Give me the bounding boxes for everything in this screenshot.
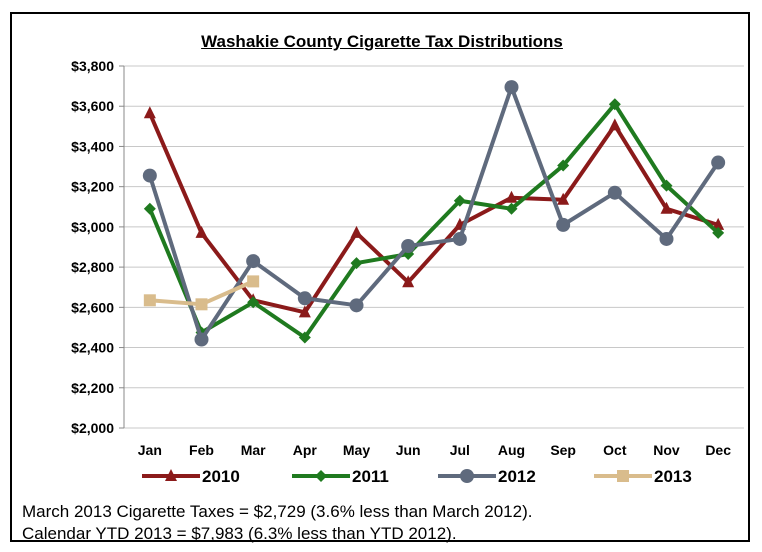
x-tick-label: Dec — [705, 442, 731, 458]
data-point-2012-Jun — [401, 238, 416, 253]
legend-label-2010: 2010 — [202, 467, 240, 486]
legend-label-2011: 2011 — [352, 467, 389, 486]
data-point-2010-Jan — [143, 106, 156, 119]
x-tick-label: Aug — [498, 442, 525, 458]
legend-marker-2012 — [460, 469, 474, 483]
y-tick-label: $2,000 — [71, 420, 114, 436]
data-point-2011-Nov — [660, 179, 673, 192]
data-point-2012-Dec — [711, 155, 726, 170]
data-point-2011-May — [350, 257, 363, 270]
data-point-2010-Feb — [195, 225, 208, 238]
data-point-2012-Aug — [504, 80, 519, 95]
data-point-2012-Feb — [194, 332, 209, 347]
x-tick-label: Nov — [653, 442, 680, 458]
data-point-2010-Jun — [402, 275, 415, 288]
y-tick-label: $3,600 — [71, 98, 114, 114]
data-point-2011-Sep — [557, 159, 570, 172]
ytd-summary-note: Calendar YTD 2013 = $7,983 (6.3% less th… — [22, 524, 457, 543]
data-point-2011-Oct — [608, 98, 621, 111]
data-point-2011-Dec — [712, 226, 725, 239]
x-tick-label: Mar — [241, 442, 266, 458]
data-point-2013-Feb — [195, 298, 208, 311]
x-tick-label: Sep — [550, 442, 576, 458]
data-point-2012-Oct — [607, 185, 622, 200]
data-point-2012-Apr — [297, 291, 312, 306]
series-line-2012 — [147, 85, 720, 342]
x-tick-label: Oct — [603, 442, 627, 458]
y-tick-label: $2,200 — [71, 380, 114, 396]
legend-marker-2010 — [165, 469, 177, 481]
y-tick-label: $2,800 — [71, 259, 114, 275]
legend-marker-2011 — [315, 470, 327, 482]
x-tick-label: Jul — [450, 442, 470, 458]
y-tick-label: $3,200 — [71, 179, 114, 195]
x-tick-label: Feb — [189, 442, 214, 458]
legend-label-2013: 2013 — [654, 467, 692, 486]
data-point-2012-Jul — [452, 231, 467, 246]
data-point-2010-Apr — [298, 305, 311, 318]
march-summary-note: March 2013 Cigarette Taxes = $2,729 (3.6… — [22, 502, 533, 521]
series-line-2010 — [147, 112, 719, 315]
y-tick-label: $2,400 — [71, 340, 114, 356]
data-point-2012-Mar — [246, 254, 261, 269]
data-point-2012-May — [349, 298, 364, 313]
x-tick-label: Jun — [396, 442, 421, 458]
data-point-2011-Mar — [247, 296, 260, 309]
x-tick-label: Apr — [293, 442, 318, 458]
data-point-2013-Mar — [247, 275, 260, 288]
data-point-2011-Aug — [505, 202, 518, 215]
data-point-2013-Jan — [143, 294, 156, 307]
data-point-2012-Sep — [556, 217, 571, 232]
data-point-2012-Jan — [142, 168, 157, 183]
chart-frame: Washakie County Cigarette Tax Distributi… — [10, 12, 750, 543]
data-point-2011-Apr — [298, 331, 311, 344]
y-tick-label: $3,400 — [71, 138, 114, 154]
data-point-2011-Jul — [453, 194, 466, 207]
data-point-2010-Nov — [660, 201, 673, 214]
data-point-2010-May — [350, 225, 363, 238]
data-point-2011-Jan — [143, 202, 156, 215]
data-point-2010-Aug — [505, 190, 518, 203]
x-tick-label: May — [343, 442, 370, 458]
series-line-2011 — [147, 102, 720, 340]
y-tick-label: $3,800 — [71, 58, 114, 74]
chart-title: Washakie County Cigarette Tax Distributi… — [201, 32, 563, 51]
legend-label-2012: 2012 — [498, 467, 536, 486]
legend-marker-2013 — [617, 470, 629, 482]
data-point-2012-Nov — [659, 231, 674, 246]
data-point-2010-Oct — [608, 118, 621, 131]
data-point-2010-Dec — [712, 217, 725, 230]
line-chart: $2,000 $2,200 $2,400 $2,600 $2,800 $3,000 $3,2… — [71, 58, 744, 486]
data-point-2010-Sep — [557, 192, 570, 205]
x-tick-label: Jan — [138, 442, 162, 458]
y-tick-label: $2,600 — [71, 299, 114, 315]
y-tick-label: $3,000 — [71, 219, 114, 235]
